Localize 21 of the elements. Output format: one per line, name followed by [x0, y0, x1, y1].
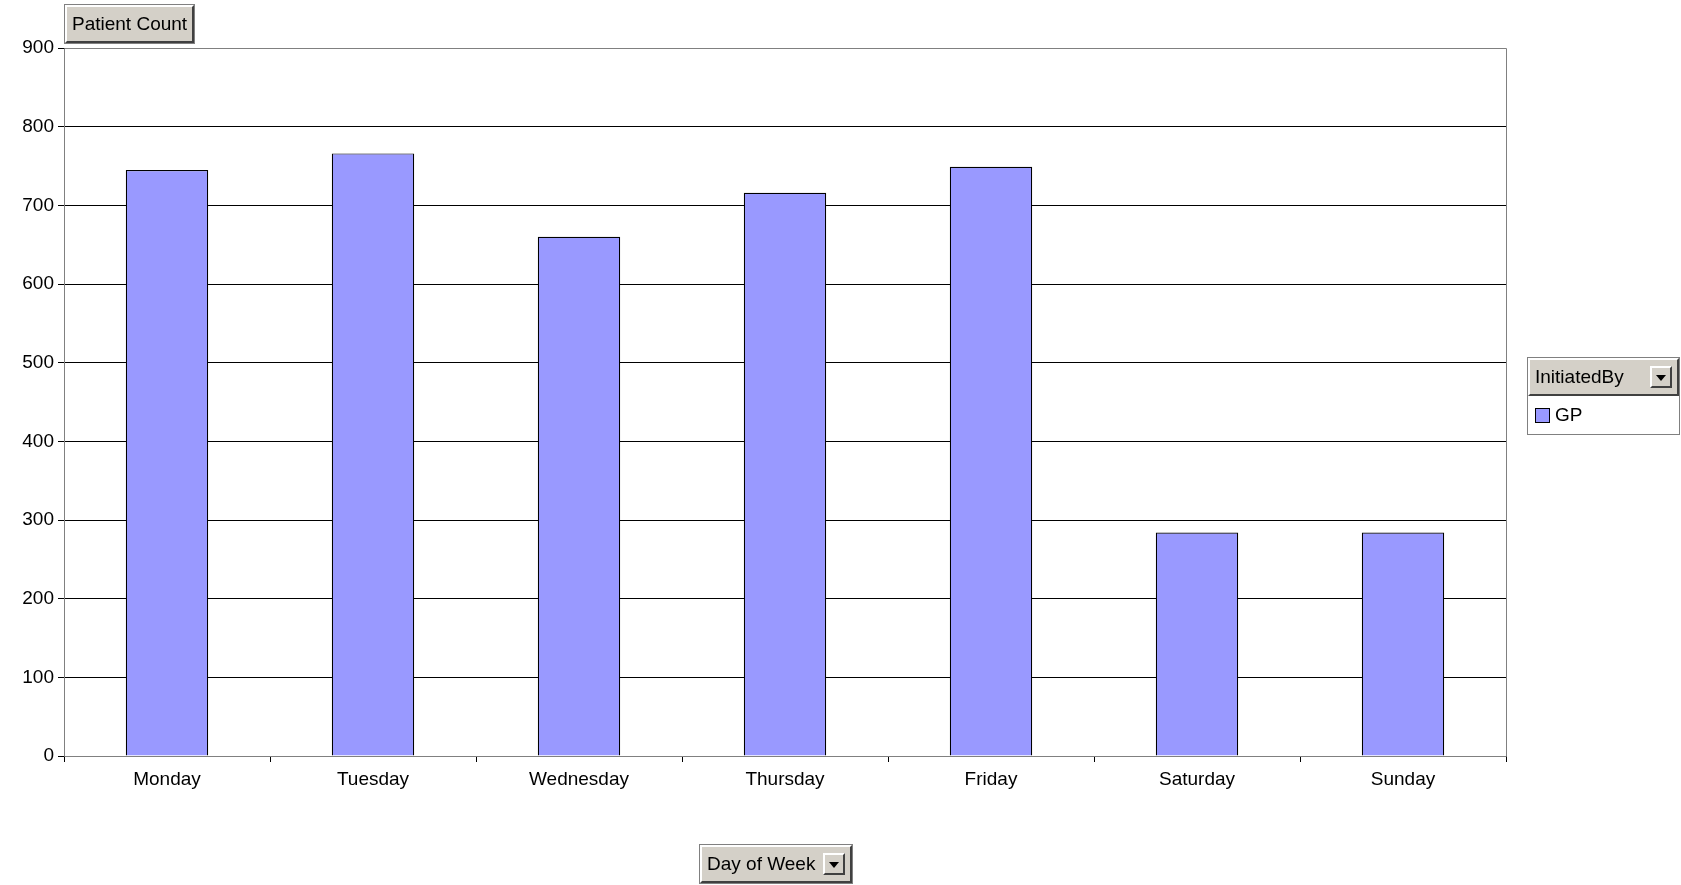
y-tick-label: 0 [43, 744, 54, 766]
x-axis-title: Day of Week [707, 853, 816, 875]
legend-label: GP [1555, 404, 1583, 426]
x-tick-label: Tuesday [336, 767, 410, 789]
x-tick-label: Saturday [1158, 767, 1236, 789]
x-tick-label: Sunday [1370, 767, 1436, 789]
y-tick-label: 500 [22, 350, 54, 372]
y-tick-label: 200 [22, 586, 54, 608]
y-tick-label: 400 [22, 429, 54, 451]
x-tick-label: Wednesday [529, 767, 630, 789]
y-tick-label: 300 [22, 508, 54, 530]
x-tick-label: Thursday [745, 767, 826, 789]
y-tick-label: 600 [22, 272, 54, 294]
x-tick-label: Friday [964, 767, 1018, 789]
x-tick-label: Monday [133, 767, 202, 789]
y-axis-title: Patient Count [72, 13, 188, 35]
y-tick-label: 100 [22, 665, 54, 687]
y-tick-label: 800 [22, 114, 54, 136]
y-tick-label: 700 [22, 193, 54, 215]
y-tick-label: 900 [22, 36, 54, 58]
legend-title: InitiatedBy [1535, 366, 1624, 388]
